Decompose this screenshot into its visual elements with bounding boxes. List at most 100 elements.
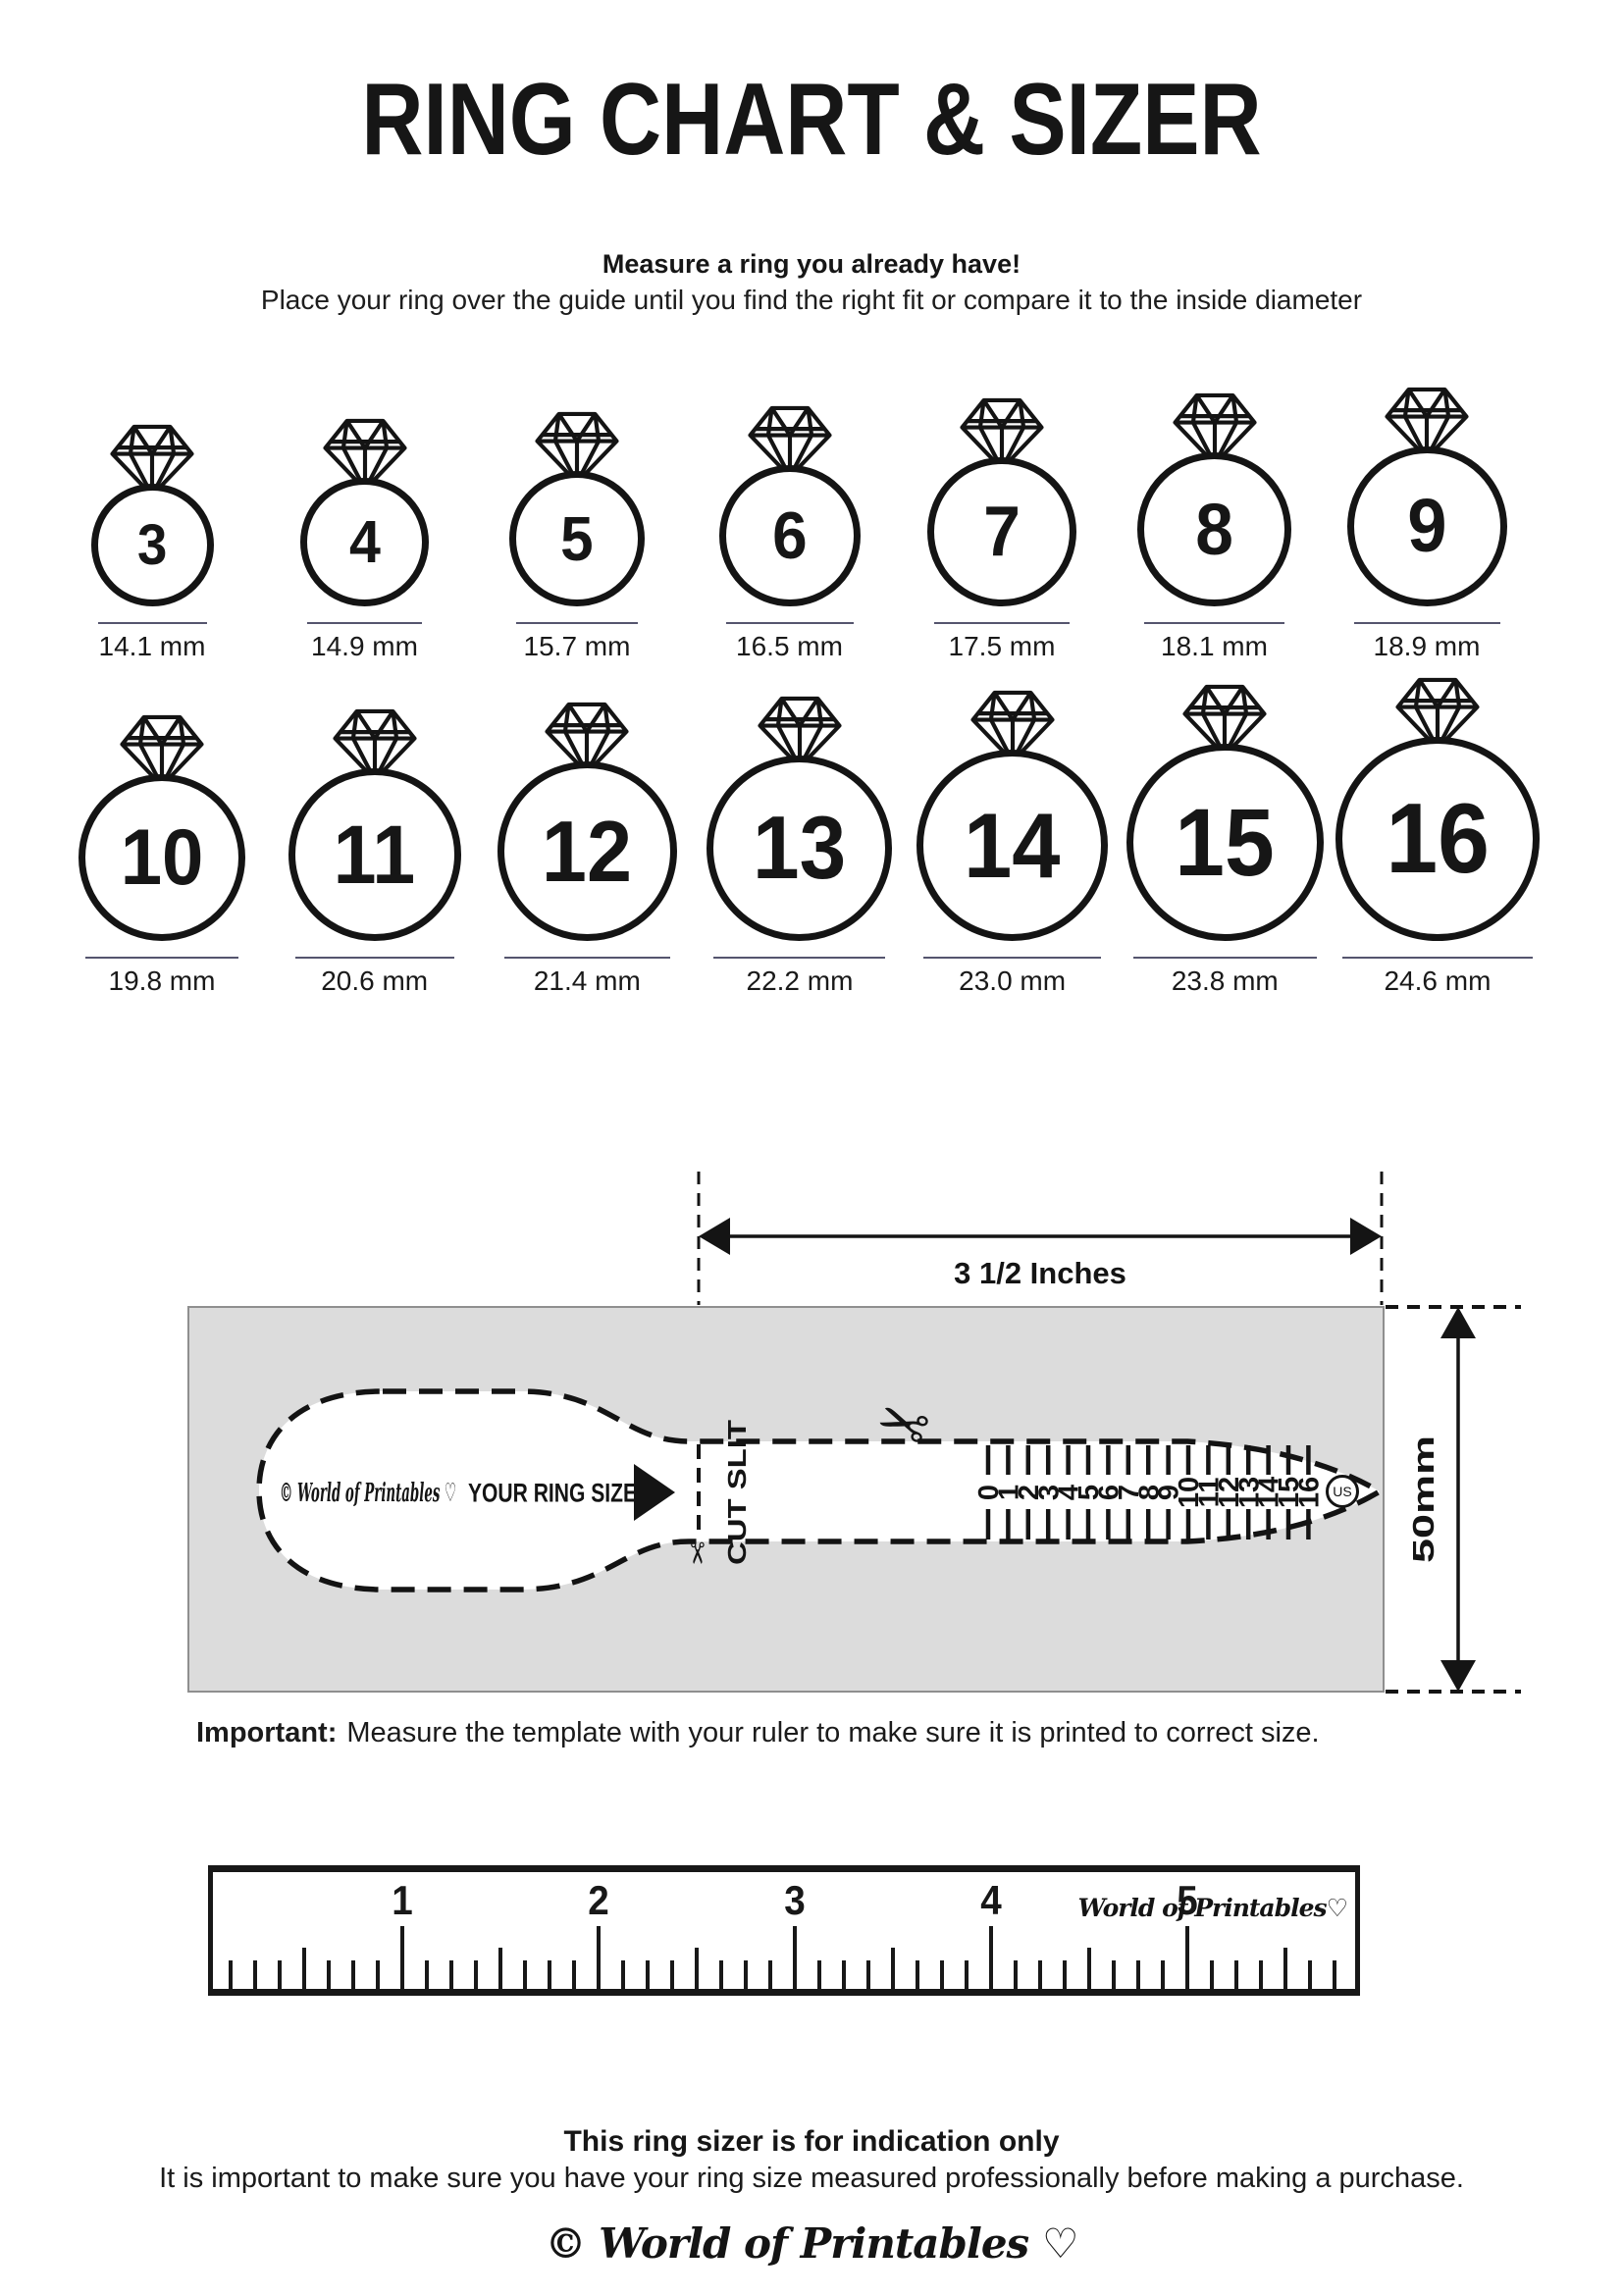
ruler-tick — [425, 1960, 429, 1989]
ring-size-cell: 10 19.8 mm — [64, 711, 260, 997]
ruler-tick — [1087, 1948, 1091, 1989]
ring-diameter-label: 17.5 mm — [948, 631, 1056, 661]
ruler-tick — [989, 1926, 993, 1989]
height-dimension-label: 50mm — [1406, 1435, 1440, 1563]
sizer-strip-number: 14 — [1254, 1477, 1285, 1508]
ring-size-cell: 14 23.0 mm — [915, 687, 1111, 997]
width-arrowhead-left — [699, 1218, 730, 1255]
diamond-icon — [747, 405, 832, 479]
important-note-prefix: Important: — [196, 1717, 338, 1748]
page-title: RING CHART & SIZER — [361, 63, 1262, 177]
ring-diameter-label: 18.9 mm — [1373, 631, 1481, 661]
ruler-tick — [449, 1960, 453, 1989]
ruler-number: 4 — [980, 1877, 1002, 1923]
ring-size-number: 10 — [120, 812, 204, 902]
ruler-tick — [695, 1948, 699, 1989]
sizer-strip-number: 4 — [1054, 1485, 1085, 1500]
diameter-underline — [503, 957, 670, 959]
ruler-tick — [597, 1926, 601, 1989]
diameter-underline — [713, 957, 886, 959]
ruler-tick — [940, 1960, 944, 1989]
ruler-tick — [1038, 1960, 1042, 1989]
ring-circle: 16 — [1335, 737, 1540, 941]
diameter-underline — [516, 622, 638, 624]
verification-ruler: 1 2 3 4 5 World of Printables♡ — [208, 1865, 1360, 1996]
footer-disclaimer-text: It is important to make sure you have yo… — [159, 2163, 1464, 2194]
ring-row-2: 10 19.8 mm 11 20.6 mm 12 21.4 mm — [64, 674, 1540, 997]
ruler-tick — [548, 1960, 551, 1989]
ruler-tick — [1161, 1960, 1165, 1989]
ruler-tick — [1063, 1960, 1067, 1989]
ruler-tick — [842, 1960, 846, 1989]
ring-row-1: 3 14.1 mm 4 14.9 mm 5 15.7 mm — [54, 384, 1525, 662]
sizer-strip-number: 11 — [1194, 1478, 1226, 1508]
ring-circle: 15 — [1126, 744, 1324, 941]
ruler-tick — [866, 1960, 870, 1989]
sizer-strip-number: 0 — [973, 1485, 1005, 1500]
ruler-tick — [1112, 1960, 1116, 1989]
ring-size-number: 12 — [542, 802, 633, 900]
ruler-tick — [1234, 1960, 1238, 1989]
ruler-tick — [670, 1960, 674, 1989]
ring-sizer-template: 3 1/2 Inches 50mm ✂ CUT SLIT ✂ © World o… — [187, 1172, 1521, 1694]
sizer-strip-number: 5 — [1073, 1485, 1105, 1500]
sizer-strip-number: 16 — [1294, 1477, 1326, 1508]
sizer-strip-number: 9 — [1154, 1485, 1185, 1500]
sizer-brand-logo: © World of Printables ♡ — [280, 1479, 456, 1508]
ring-diameter-label: 18.1 mm — [1161, 631, 1268, 661]
ruler-number: 5 — [1177, 1877, 1198, 1923]
sizer-strip-number: 10 — [1174, 1477, 1205, 1508]
ring-size-cell: 8 18.1 mm — [1117, 390, 1313, 662]
diameter-underline — [923, 957, 1102, 959]
ring-circle: 6 — [718, 465, 861, 606]
ring-size-cell: 5 15.7 mm — [479, 408, 675, 662]
us-standard-badge — [1326, 1475, 1359, 1508]
ruler-tick — [253, 1960, 257, 1989]
subtitle-bold: Measure a ring you already have! — [602, 249, 1021, 279]
ruler-tick — [400, 1926, 404, 1989]
cut-slit-label: CUT SLIT — [722, 1420, 752, 1565]
sizer-strip-number: 7 — [1114, 1485, 1145, 1500]
slit-scissors-icon: ✂ — [680, 1540, 712, 1565]
ring-size-number: 13 — [753, 799, 847, 898]
ring-circle: 4 — [300, 478, 429, 606]
ruler-number: 3 — [784, 1877, 806, 1923]
ring-circle: 13 — [707, 756, 893, 941]
ring-diameter-label: 21.4 mm — [533, 965, 641, 996]
ring-size-number: 8 — [1195, 488, 1233, 570]
ruler-tick — [744, 1960, 748, 1989]
sizer-strip-number: 15 — [1274, 1477, 1305, 1508]
diameter-underline — [1132, 957, 1317, 959]
your-ring-size-label: YOUR RING SIZE — [468, 1478, 637, 1507]
ruler-tick — [1185, 1926, 1189, 1989]
ring-circle: 3 — [90, 484, 214, 606]
ring-diameter-label: 14.1 mm — [98, 631, 206, 661]
sizer-outline — [256, 1388, 1386, 1592]
ring-size-cell: 9 18.9 mm — [1329, 384, 1525, 662]
ring-diameter-label: 14.9 mm — [311, 631, 418, 661]
ruler-tick — [965, 1960, 969, 1989]
ring-circle: 7 — [927, 457, 1076, 606]
width-arrowhead-right — [1350, 1218, 1382, 1255]
sizer-strip-number: 13 — [1233, 1477, 1265, 1508]
ring-size-cell: 12 21.4 mm — [489, 699, 685, 997]
height-arrowhead-bottom — [1440, 1660, 1476, 1692]
ruler-number: 2 — [588, 1877, 609, 1923]
height-arrowhead-top — [1440, 1307, 1476, 1338]
ruler-tick — [916, 1960, 919, 1989]
ring-size-cell: 4 14.9 mm — [267, 415, 463, 662]
ring-size-cell: 6 16.5 mm — [692, 402, 888, 662]
width-extension-lines — [697, 1172, 1384, 1305]
ruler-tick — [351, 1960, 355, 1989]
ruler-tick — [376, 1960, 380, 1989]
ring-size-number: 6 — [771, 498, 808, 573]
ruler-tick — [523, 1960, 527, 1989]
ring-size-number: 15 — [1175, 789, 1275, 896]
ruler-tick — [891, 1948, 895, 1989]
sizer-strip-number: 6 — [1094, 1485, 1126, 1500]
ruler-number: 1 — [392, 1877, 413, 1923]
ruler-tick — [719, 1960, 723, 1989]
ring-diameter-label: 23.0 mm — [959, 965, 1067, 996]
diameter-underline — [1353, 622, 1500, 624]
diameter-underline — [1144, 622, 1284, 624]
